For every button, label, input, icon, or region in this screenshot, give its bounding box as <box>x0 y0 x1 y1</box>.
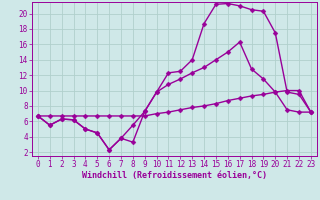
X-axis label: Windchill (Refroidissement éolien,°C): Windchill (Refroidissement éolien,°C) <box>82 171 267 180</box>
